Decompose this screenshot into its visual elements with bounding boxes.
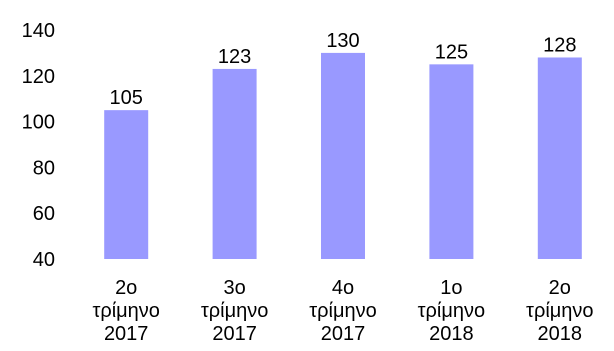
bar bbox=[429, 64, 474, 259]
x-tick-label: 4ο τρίμηνο 2017 bbox=[309, 277, 377, 345]
bar bbox=[321, 52, 365, 260]
y-tick-label: 100 bbox=[22, 112, 55, 134]
y-tick-label: 40 bbox=[33, 249, 55, 271]
x-tick-label: 2ο τρίμηνο 2017 bbox=[92, 277, 160, 345]
x-tick-label: 3ο τρίμηνο 2017 bbox=[201, 277, 269, 345]
y-tick-label: 120 bbox=[22, 66, 55, 88]
data-label: 125 bbox=[435, 41, 468, 63]
bars bbox=[104, 52, 582, 260]
data-label: 123 bbox=[218, 46, 251, 68]
bar bbox=[537, 57, 582, 260]
data-label: 105 bbox=[110, 87, 143, 109]
x-tick-label: 2ο τρίμηνο 2018 bbox=[526, 277, 594, 345]
x-axis-tick-labels: 2ο τρίμηνο 2017 3ο τρίμηνο 2017 4ο τρίμηνο 2017 1… bbox=[92, 277, 593, 345]
x-tick-label: 1ο τρίμηνο 2018 bbox=[418, 277, 486, 345]
bar bbox=[104, 110, 149, 260]
y-tick-label: 80 bbox=[33, 157, 55, 179]
data-label: 128 bbox=[543, 34, 576, 56]
data-label: 130 bbox=[326, 30, 359, 52]
bar bbox=[212, 68, 257, 260]
data-labels: 105 123 130 125 128 bbox=[110, 30, 577, 109]
y-tick-label: 60 bbox=[33, 203, 55, 225]
y-tick-label: 140 bbox=[22, 20, 55, 42]
y-axis-tick-labels: 40 60 80 100 120 140 bbox=[22, 20, 55, 271]
